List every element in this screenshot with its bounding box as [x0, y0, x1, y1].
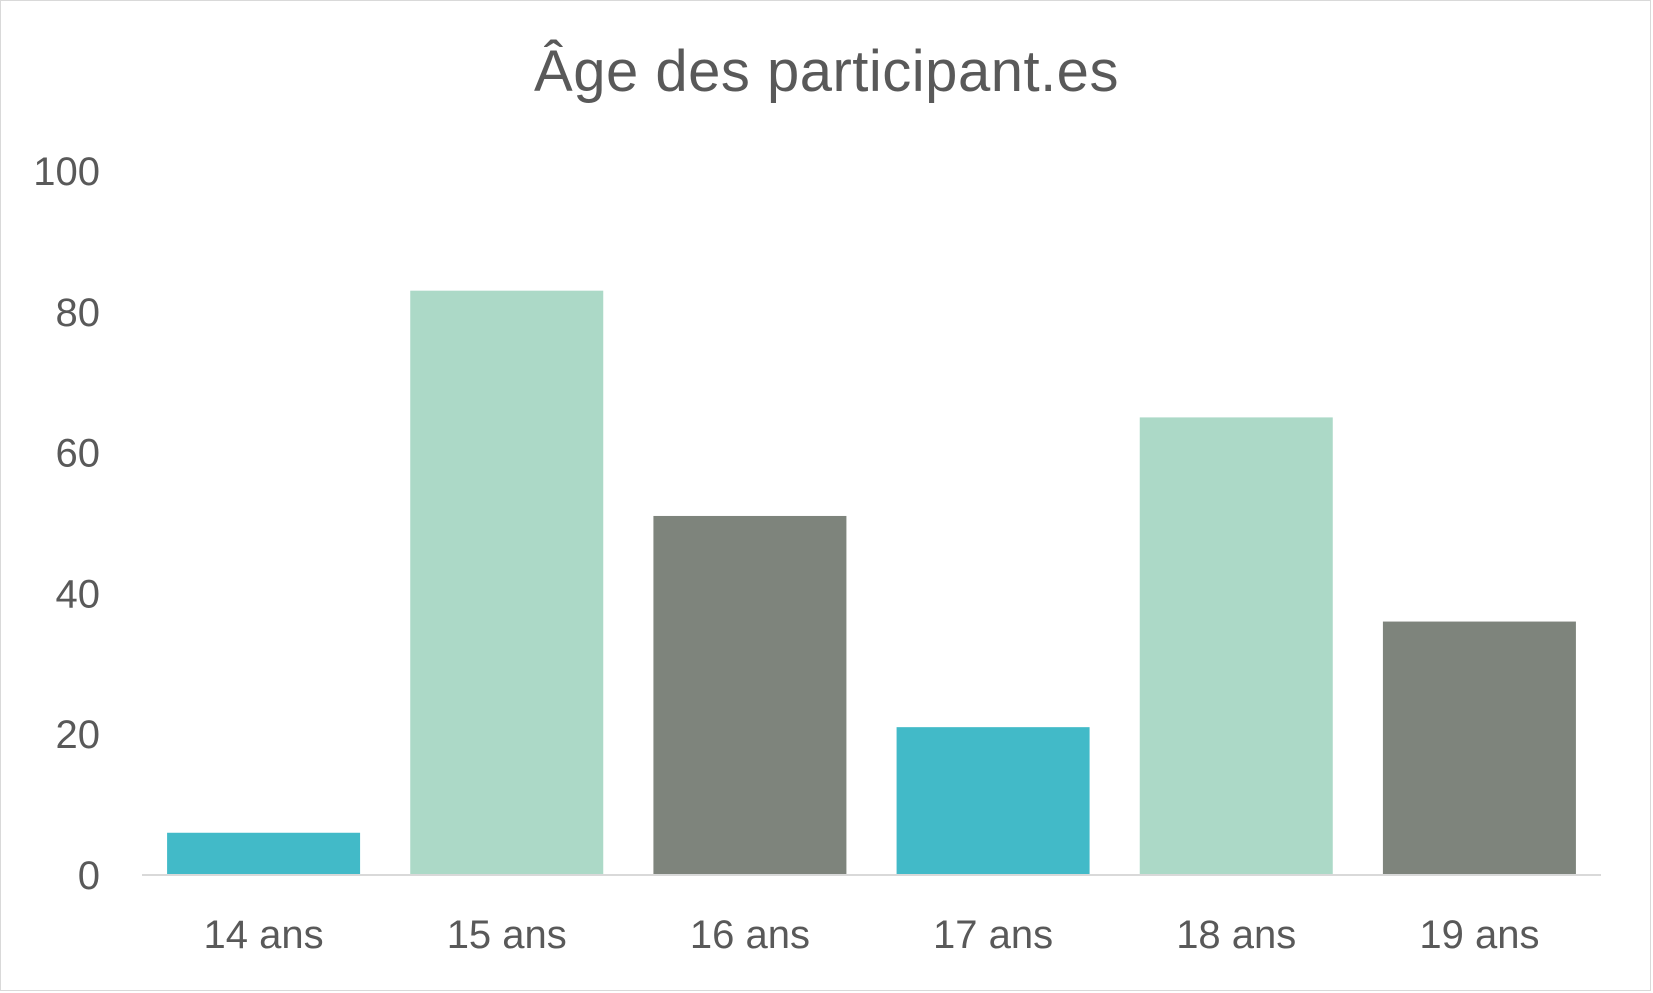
- y-axis-tick-labels: 0 20 40 60 80 100: [33, 150, 100, 898]
- chart-title: Âge des participant.es: [534, 39, 1119, 104]
- y-tick-label: 60: [56, 432, 101, 476]
- bar: [167, 832, 361, 875]
- bar: [896, 727, 1090, 875]
- y-tick-label: 20: [56, 713, 101, 757]
- bar: [410, 290, 604, 875]
- bars: [167, 290, 1576, 875]
- x-tick-label: 17 ans: [933, 913, 1053, 957]
- y-tick-label: 80: [56, 291, 101, 335]
- bar: [1382, 621, 1576, 875]
- y-tick-label: 100: [33, 150, 100, 194]
- x-tick-label: 16 ans: [690, 913, 810, 957]
- x-axis-tick-labels: 14 ans 15 ans 16 ans 17 ans 18 ans 19 ans: [204, 913, 1540, 957]
- x-tick-label: 14 ans: [204, 913, 324, 957]
- x-tick-label: 15 ans: [447, 913, 567, 957]
- y-tick-label: 0: [78, 854, 100, 898]
- x-tick-label: 19 ans: [1419, 913, 1539, 957]
- bar: [1139, 417, 1333, 875]
- x-tick-label: 18 ans: [1176, 913, 1296, 957]
- bar: [653, 515, 847, 875]
- y-tick-label: 40: [56, 572, 101, 616]
